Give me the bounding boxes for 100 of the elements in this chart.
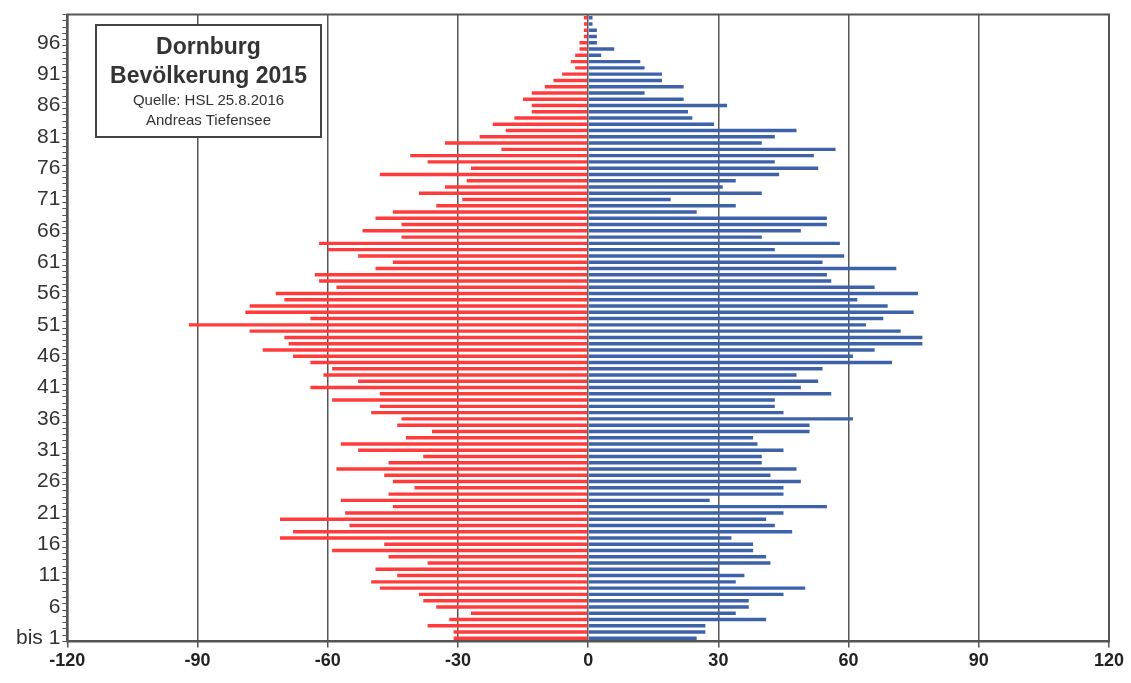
y-tick-label: 96 (37, 29, 61, 53)
y-tick-label: 91 (37, 60, 61, 84)
bar (479, 135, 588, 139)
bar (588, 630, 706, 634)
bar (588, 392, 832, 396)
bar (588, 586, 806, 590)
bar (427, 561, 588, 565)
bar (588, 517, 767, 521)
bar (280, 536, 588, 540)
bar (401, 235, 588, 239)
bar (362, 229, 588, 233)
bar (188, 323, 588, 327)
bar (358, 254, 588, 258)
y-tick-label: 21 (37, 499, 61, 523)
x-tick-label: 60 (838, 650, 859, 671)
text: Dornburg Bevölkerung 2015 (109, 32, 308, 90)
bar (392, 210, 588, 214)
y-tick-label: 66 (37, 217, 61, 241)
y-tick-label: 71 (37, 186, 61, 210)
y-tick-label: 51 (37, 311, 61, 335)
bar (444, 141, 588, 145)
bar (588, 486, 784, 490)
bar (293, 354, 588, 358)
bar (401, 417, 588, 421)
bar (249, 329, 588, 333)
y-tick-label: 26 (37, 468, 61, 492)
bar (392, 260, 588, 264)
bar (588, 185, 723, 189)
bar (453, 630, 588, 634)
y-tick-label: 41 (37, 374, 61, 398)
bar (379, 586, 588, 590)
y-tick-label: 36 (37, 405, 61, 429)
bar (588, 91, 645, 95)
x-tick-label: -60 (314, 650, 341, 671)
bar (588, 492, 784, 496)
bar (336, 467, 588, 471)
bar (588, 329, 901, 333)
bar (588, 423, 810, 427)
bar (588, 260, 823, 264)
x-tick-label: 90 (968, 650, 989, 671)
bar (588, 354, 853, 358)
bar (340, 442, 588, 446)
bar (588, 398, 775, 402)
bar (562, 72, 588, 76)
bar (332, 398, 588, 402)
bar (323, 373, 588, 377)
bar (262, 348, 588, 352)
bar (588, 22, 593, 26)
x-tick-label: -120 (49, 650, 86, 671)
bar (588, 605, 749, 609)
bar (588, 210, 697, 214)
bar (588, 66, 645, 70)
bar (588, 41, 597, 45)
y-tick-label: 86 (37, 92, 61, 116)
bar (588, 611, 736, 615)
x-tick-label: 120 (1093, 650, 1125, 671)
bar (588, 298, 858, 302)
bar (588, 561, 771, 565)
bar (249, 304, 588, 308)
bar (583, 22, 588, 26)
bar (588, 348, 875, 352)
y-tick-label: 81 (37, 123, 61, 147)
bar (444, 185, 588, 189)
y-tick-label: 11 (38, 562, 61, 586)
y-tick-label: 16 (37, 531, 61, 555)
annotation: Andreas Tiefensee (144, 110, 273, 130)
annotation: Quelle: HSL 25.8.2016 (131, 90, 286, 110)
y-tick-label: 6 (48, 593, 61, 617)
x-tick-label: 0 (583, 650, 594, 671)
bar (575, 66, 588, 70)
x-tick-label: -30 (444, 650, 471, 671)
bar (588, 555, 767, 559)
bar (588, 536, 732, 540)
bar (471, 611, 588, 615)
bar (514, 116, 588, 120)
x-tick-label: 30 (708, 650, 729, 671)
bar (345, 511, 588, 515)
y-tick-label: 61 (37, 248, 61, 272)
bar (588, 166, 819, 170)
bar (579, 41, 588, 45)
y-tick-label: 76 (37, 154, 61, 178)
bar (588, 279, 832, 283)
y-tick-label: bis 1 (16, 625, 61, 649)
bar (588, 511, 784, 515)
y-tick-label: 46 (37, 343, 61, 366)
y-tick-label: 56 (37, 280, 61, 304)
bar (588, 116, 693, 120)
bar (471, 166, 588, 170)
bar (588, 417, 853, 421)
bar (588, 442, 758, 446)
bar (588, 580, 736, 584)
bar (397, 423, 588, 427)
bar (319, 279, 588, 283)
bar (588, 323, 866, 327)
bar (280, 517, 588, 521)
bar (588, 229, 801, 233)
bar (588, 141, 762, 145)
bar (414, 486, 588, 490)
bar (371, 580, 588, 584)
x-tick-label: -90 (184, 650, 211, 671)
